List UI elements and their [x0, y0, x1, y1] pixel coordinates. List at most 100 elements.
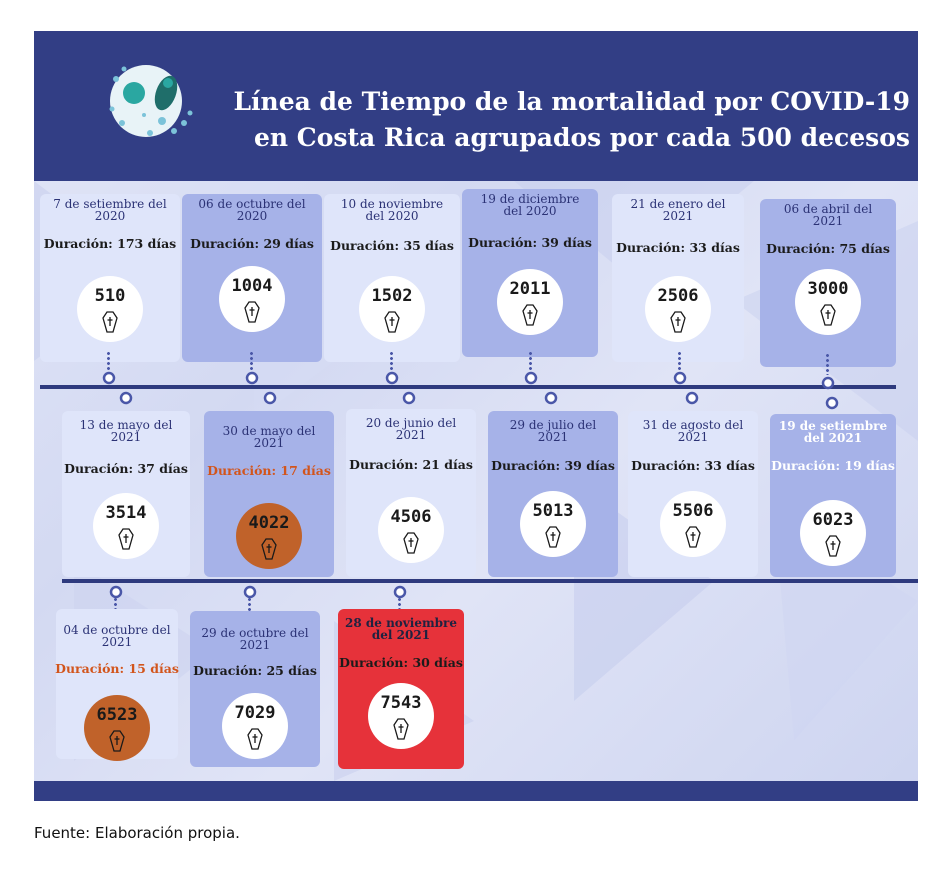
timeline-pin-icon	[119, 391, 133, 405]
milestone-date: 06 de octubre del 2020	[198, 197, 306, 223]
coffin-icon	[825, 535, 841, 557]
coffin-icon	[522, 304, 538, 326]
milestone-badge: 7543	[368, 683, 434, 749]
title-line-1: Línea de Tiempo de la mortalidad por COV…	[233, 87, 910, 116]
milestone-duration: Duración: 35 días	[330, 238, 454, 253]
milestone-deaths: 5013	[532, 501, 574, 521]
milestone-date: 28 de noviembre del 2021	[344, 616, 458, 642]
milestone-duration: Duración: 33 días	[616, 240, 740, 255]
coffin-icon	[261, 538, 277, 560]
connector	[114, 597, 117, 613]
milestone-duration: Duración: 173 días	[43, 236, 177, 251]
milestone-card: 06 de abril del 2021 Duración: 75 días 30…	[760, 199, 896, 367]
milestone-badge: 3514	[93, 493, 159, 559]
milestone-duration: Duración: 39 días	[491, 458, 615, 473]
milestone-date: 7 de setiembre del 2020	[53, 197, 167, 223]
milestone-deaths: 6023	[812, 510, 854, 530]
milestone-duration: Duración: 37 días	[64, 461, 188, 476]
coffin-icon	[384, 311, 400, 333]
source-caption: Fuente: Elaboración propia.	[34, 824, 240, 842]
milestone-duration: Duración: 75 días	[766, 241, 890, 256]
connector	[248, 597, 251, 613]
milestone-badge: 5013	[520, 491, 586, 557]
milestone-card: 13 de mayo del 2021 Duración: 37 días 351…	[62, 411, 190, 577]
milestone-badge: 2506	[645, 276, 711, 342]
milestone-card: 29 de octubre del 2021 Duración: 25 días …	[190, 611, 320, 767]
milestone-card: 06 de octubre del 2020 Duración: 29 días …	[182, 194, 322, 362]
footer-band	[34, 781, 918, 801]
milestone-date: 30 de mayo del 2021	[222, 424, 316, 450]
milestone-duration: Duración: 39 días	[468, 235, 592, 250]
milestone-date: 21 de enero del 2021	[630, 197, 726, 223]
timeline-line-2	[62, 579, 918, 583]
milestone-date: 20 de junio del 2021	[365, 416, 457, 442]
timeline-pin-icon	[402, 391, 416, 405]
milestone-badge: 2011	[497, 269, 563, 335]
coffin-icon	[545, 526, 561, 548]
timeline-pin-icon	[524, 371, 538, 385]
milestone-card: 04 de octubre del 2021 Duración: 15 días …	[55, 609, 179, 761]
milestone-badge-highlight: 4022	[236, 503, 302, 569]
timeline-pin-icon	[685, 391, 699, 405]
milestone-badge: 5506	[660, 491, 726, 557]
milestone-badge: 1004	[219, 266, 285, 332]
connector	[107, 351, 110, 373]
timeline-pin-icon	[673, 371, 687, 385]
milestone-card: 7 de setiembre del 2020 Duración: 173 día…	[40, 194, 180, 362]
milestone-duration: Duración: 21 días	[349, 457, 473, 472]
timeline-pin-icon	[544, 391, 558, 405]
milestone-card: 19 de diciembre del 2020 Duración: 39 día…	[462, 189, 598, 357]
timeline-pin-icon	[102, 371, 116, 385]
connector	[678, 351, 681, 373]
milestone-duration: Duración: 33 días	[631, 458, 755, 473]
timeline-pin-icon	[821, 376, 835, 390]
coffin-icon	[685, 526, 701, 548]
timeline-pin-icon	[263, 391, 277, 405]
milestone-deaths: 1502	[371, 286, 413, 306]
milestone-card: 29 de julio del 2021 Duración: 39 días 50…	[488, 411, 618, 577]
milestone-card: 31 de agosto del 2021 Duración: 33 días 5…	[628, 411, 758, 577]
timeline-pin-icon	[245, 371, 259, 385]
milestone-badge-highlight: 6523	[84, 695, 150, 761]
coffin-icon	[109, 730, 125, 752]
milestone-card: 30 de mayo del 2021 Duración: 17 días 402…	[204, 411, 334, 577]
milestone-date: 31 de agosto del 2021	[642, 418, 744, 444]
milestone-deaths: 6523	[96, 705, 138, 725]
milestone-date: 29 de julio del 2021	[509, 418, 597, 444]
milestone-date: 19 de setiembre del 2021	[778, 419, 888, 445]
milestone-card: 19 de setiembre del 2021 Duración: 19 día…	[770, 414, 896, 577]
coffin-icon	[118, 528, 134, 550]
connector	[390, 351, 393, 373]
connector	[398, 597, 401, 611]
milestone-date: 06 de abril del 2021	[783, 202, 873, 228]
milestone-badge: 1502	[359, 276, 425, 342]
milestone-badge: 510	[77, 276, 143, 342]
timeline-line-1	[40, 385, 896, 389]
milestone-duration: Duración: 29 días	[190, 236, 314, 251]
connector	[826, 353, 829, 375]
timeline-pin-icon	[385, 371, 399, 385]
milestone-duration: Duración: 25 días	[193, 663, 317, 678]
milestone-badge: 6023	[800, 500, 866, 566]
milestone-duration: Duración: 30 días	[339, 655, 463, 670]
milestone-deaths: 2011	[509, 279, 551, 299]
infographic: Línea de Tiempo de la mortalidad por COV…	[34, 31, 918, 801]
milestone-card-latest: 28 de noviembre del 2021 Duración: 30 día…	[338, 609, 464, 769]
coffin-icon	[820, 304, 836, 326]
milestone-date: 29 de octubre del 2021	[201, 626, 309, 652]
timeline-pin-icon	[825, 396, 839, 410]
milestone-deaths: 4506	[390, 507, 432, 527]
milestone-date: 04 de octubre del 2021	[63, 623, 171, 649]
milestone-deaths: 7543	[380, 693, 422, 713]
title-line-2: en Costa Rica agrupados por cada 500 dec…	[254, 123, 910, 152]
milestone-deaths: 1004	[231, 276, 273, 296]
coffin-icon	[247, 728, 263, 750]
milestone-duration: Duración: 15 días	[55, 661, 179, 676]
connector	[529, 351, 532, 373]
milestone-card: 21 de enero del 2021 Duración: 33 días 25…	[612, 194, 744, 362]
milestone-card: 10 de noviembre del 2020 Duración: 35 día…	[324, 194, 460, 362]
milestone-deaths: 3000	[807, 279, 849, 299]
milestone-badge: 3000	[795, 269, 861, 335]
milestone-badge: 7029	[222, 693, 288, 759]
milestone-deaths: 5506	[672, 501, 714, 521]
